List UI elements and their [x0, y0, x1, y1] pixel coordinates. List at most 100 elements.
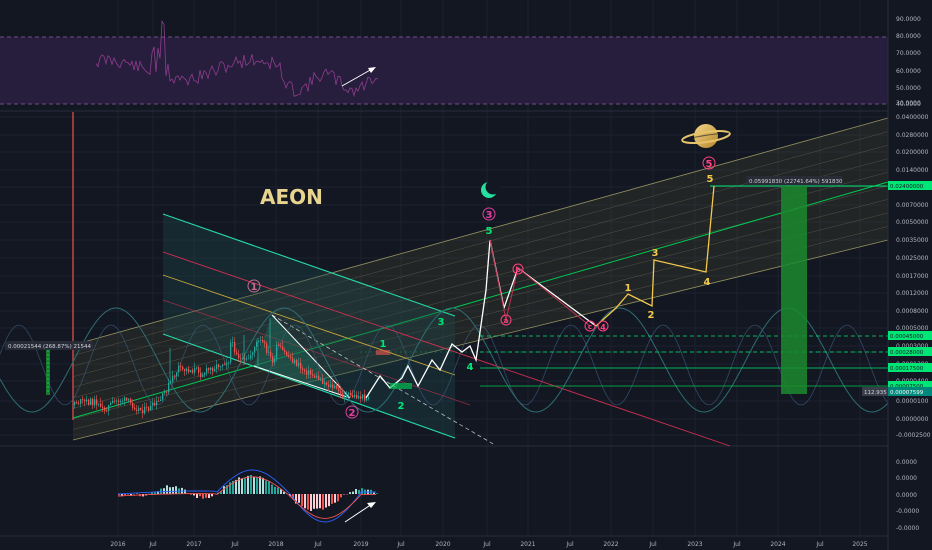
- candle: [86, 395, 88, 405]
- macd-tick-label: 0.0000: [896, 492, 917, 499]
- macd-bar: [259, 476, 261, 494]
- candle: [78, 400, 80, 406]
- candle: [268, 345, 270, 356]
- macd-bar: [325, 494, 327, 508]
- rsi-line: [95, 19, 379, 98]
- candle: [216, 359, 218, 374]
- candle: [310, 367, 312, 379]
- rsi-tick-label: 80.0000: [896, 33, 921, 40]
- candle: [288, 350, 290, 359]
- candle: [106, 407, 108, 413]
- candle: [140, 407, 142, 411]
- macd-bar: [235, 479, 237, 494]
- candle: [192, 367, 194, 375]
- macd-bar: [376, 493, 378, 494]
- candle: [274, 355, 276, 366]
- price-tick-label: 0.0200000: [896, 149, 929, 156]
- candle: [162, 392, 164, 402]
- price-tick-label: 0.0070000: [896, 202, 929, 209]
- candle: [342, 388, 344, 400]
- candle: [130, 397, 132, 406]
- wave-labels: 1 2 3 5 1 2 3 4 5 1 2 3 4 5 4 a b c: [247, 156, 716, 419]
- macd-tick-label: 0.0000: [896, 475, 917, 482]
- candle: [170, 378, 172, 385]
- macd-bar: [184, 489, 186, 494]
- falling-channel-fill: [163, 214, 455, 438]
- macd-bar: [226, 485, 228, 494]
- candle: [318, 371, 320, 381]
- macd-bar: [265, 480, 267, 494]
- price-tick-label: 0.0280000: [896, 132, 929, 139]
- candle: [324, 378, 326, 389]
- macd-bar: [253, 477, 255, 494]
- target-measure-bar: [781, 186, 807, 394]
- candle: [322, 374, 324, 385]
- candle: [242, 352, 244, 360]
- falling-channel-red: [162, 251, 731, 447]
- retest-box: [390, 383, 412, 389]
- macd-bar: [346, 494, 348, 495]
- price-tag: 0.02400000: [888, 181, 932, 190]
- candle: [186, 367, 188, 375]
- candle: [210, 366, 212, 375]
- candle: [180, 362, 182, 372]
- candle: [254, 345, 256, 358]
- time-tick-label: 2018: [268, 541, 283, 548]
- measure-label-top: 0.05991830 (22741.64%) 591830: [746, 176, 843, 185]
- candle: [178, 361, 180, 377]
- time-tick-label: Jul: [482, 541, 491, 548]
- candle: [206, 364, 208, 376]
- candle: [328, 380, 330, 390]
- candle: [260, 336, 262, 346]
- rsi-tick-label: 50.0000: [896, 85, 921, 92]
- candle: [294, 357, 296, 366]
- svg-text:112.935: 112.935: [864, 390, 887, 396]
- candle: [348, 391, 350, 398]
- candle: [156, 396, 158, 410]
- rsi-tick-label: 70.0000: [896, 50, 921, 57]
- candle: [308, 365, 310, 379]
- macd-bar: [166, 485, 168, 494]
- candle: [138, 405, 140, 414]
- candle: [258, 340, 260, 343]
- rising-channel-subline: [72, 131, 889, 356]
- candle: [316, 372, 318, 379]
- candle: [222, 364, 224, 370]
- rsi-tick-label: 90.0000: [896, 16, 921, 23]
- wave-label: 3: [486, 210, 493, 221]
- candle: [364, 389, 366, 403]
- candle: [312, 369, 314, 379]
- candle: [148, 406, 150, 413]
- candle: [200, 367, 202, 381]
- price-tick-label: 0.0000100: [896, 398, 929, 405]
- candle: [236, 348, 238, 355]
- candle: [298, 357, 300, 369]
- macd-bar: [151, 492, 153, 494]
- macd-bar: [298, 494, 300, 503]
- rising-channel-mid-green: [72, 181, 889, 419]
- macd-bar: [211, 494, 213, 497]
- macd-bar: [247, 475, 249, 494]
- candle: [272, 353, 274, 367]
- cycle-sine-wave-2: [0, 324, 889, 406]
- candle: [340, 386, 342, 399]
- candle: [266, 341, 268, 356]
- price-tag: 0.00045000: [888, 331, 932, 340]
- svg-text:0.05991830 (22741.64%) 591830: 0.05991830 (22741.64%) 591830: [749, 179, 843, 185]
- candle: [142, 404, 144, 419]
- macd-bar: [310, 494, 312, 511]
- candle: [82, 396, 84, 404]
- wave-label: 1: [380, 339, 387, 350]
- candle: [102, 401, 104, 412]
- price-tick-label: 0.0000000: [896, 416, 929, 423]
- wave-label: 5: [707, 174, 714, 185]
- candle: [290, 353, 292, 361]
- candle: [122, 397, 124, 405]
- macd-bar: [196, 494, 198, 498]
- macd-bar: [130, 494, 132, 496]
- wave-label: 5: [706, 159, 713, 170]
- candle: [164, 389, 166, 396]
- candle: [212, 366, 214, 376]
- price-axis-tags: 0.02400000 0.00045000 0.00028000 0.00017500…: [862, 181, 932, 396]
